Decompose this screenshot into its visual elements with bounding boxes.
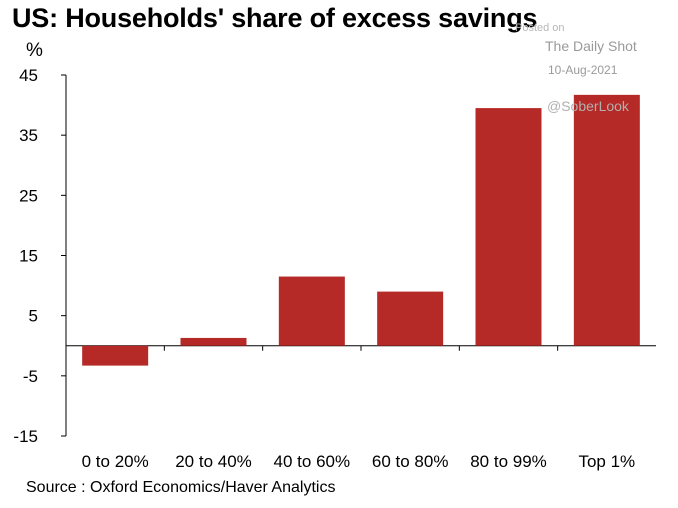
x-category-label: 80 to 99% bbox=[470, 452, 547, 471]
x-category-label: 40 to 60% bbox=[274, 452, 351, 471]
watermark-date: 10-Aug-2021 bbox=[548, 63, 618, 77]
y-axis-unit-label: % bbox=[26, 40, 43, 61]
y-tick-label: -5 bbox=[23, 367, 38, 386]
bar-2 bbox=[180, 337, 247, 346]
watermark-handle: @SoberLook bbox=[547, 98, 629, 114]
y-tick-label: 25 bbox=[19, 186, 38, 205]
bar-5 bbox=[475, 108, 542, 346]
source-note: Source : Oxford Economics/Haver Analytic… bbox=[26, 479, 336, 496]
bar-6 bbox=[573, 94, 640, 346]
y-tick-label: -15 bbox=[13, 427, 38, 446]
x-category-label: 20 to 40% bbox=[175, 452, 252, 471]
x-category-label: 60 to 80% bbox=[372, 452, 449, 471]
bar-4 bbox=[377, 291, 444, 346]
bar-1 bbox=[82, 345, 149, 366]
chart-title: US: Households' share of excess savings bbox=[12, 3, 538, 33]
y-tick-label: 5 bbox=[29, 307, 38, 326]
y-tick-label: 15 bbox=[19, 247, 38, 266]
x-category-label: 0 to 20% bbox=[82, 452, 149, 471]
bar-3 bbox=[278, 276, 345, 346]
y-tick-label: 35 bbox=[19, 126, 38, 145]
y-tick-label: 45 bbox=[19, 66, 38, 85]
watermark-publication: The Daily Shot bbox=[545, 38, 637, 54]
x-category-label: Top 1% bbox=[578, 452, 635, 471]
watermark-posted-on: Posted on bbox=[515, 22, 565, 34]
